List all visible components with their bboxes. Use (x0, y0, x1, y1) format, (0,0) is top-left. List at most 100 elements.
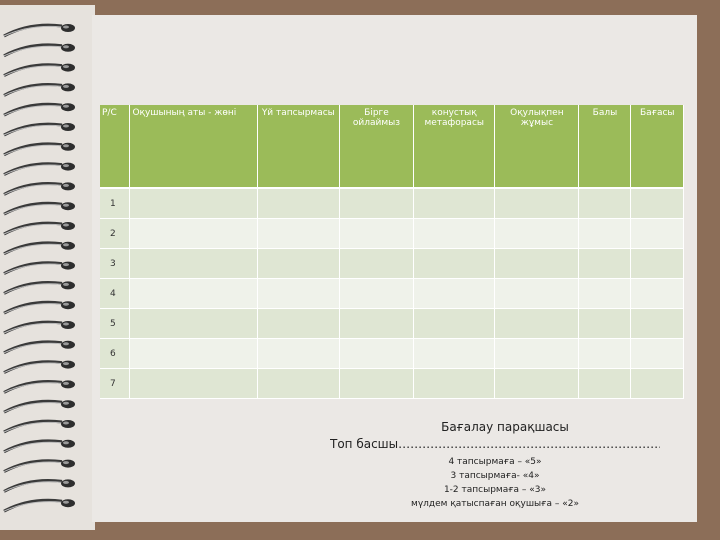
empty-cell (494, 368, 580, 399)
empty-cell (129, 278, 258, 309)
empty-cell (339, 338, 415, 369)
header-cell: Оқушының аты - жөні (129, 105, 258, 189)
empty-cell (339, 308, 415, 339)
empty-cell (630, 248, 684, 279)
ring (3, 439, 75, 454)
empty-cell (339, 368, 415, 399)
row-number: 1 (100, 188, 131, 219)
empty-cell (413, 248, 496, 279)
table-row: 5 (100, 308, 684, 339)
empty-cell (578, 368, 632, 399)
empty-cell (630, 338, 684, 369)
empty-cell (630, 308, 684, 339)
empty-cell (257, 308, 340, 339)
table-row: 2 (100, 218, 684, 249)
header-cell: Оқулықпен жұмыс (494, 105, 580, 189)
spiral-binding (3, 23, 75, 513)
ring (3, 281, 75, 295)
header-cell: Бірге ойлаймыз (339, 105, 415, 189)
empty-cell (413, 338, 496, 369)
row-number: 6 (100, 338, 131, 369)
assessment-footer: Бағалау парақшасы Топ басшы…………………………………… (330, 420, 660, 511)
header-cell: Р/С (100, 105, 131, 189)
empty-cell (630, 188, 684, 219)
empty-cell (339, 248, 415, 279)
criterion: 4 тапсырмаға – «5» (448, 457, 542, 467)
ring (3, 221, 75, 236)
ring (3, 459, 75, 473)
empty-cell (129, 338, 258, 369)
ring (3, 360, 75, 374)
empty-cell (257, 218, 340, 249)
empty-cell (129, 308, 258, 339)
ring (3, 241, 75, 256)
row-number: 5 (100, 308, 131, 339)
criteria-list: 4 тапсырмаға – «5» 3 тапсырмаға- «4» 1-2 т… (330, 455, 660, 511)
empty-cell (630, 218, 684, 249)
ring (3, 380, 75, 394)
empty-cell (494, 248, 580, 279)
empty-cell (630, 368, 684, 399)
ring (3, 419, 75, 434)
ring (3, 162, 75, 176)
empty-cell (578, 338, 632, 369)
ring (3, 63, 75, 77)
ring (3, 122, 75, 137)
ring (3, 300, 75, 315)
ring (3, 102, 75, 117)
empty-cell (129, 368, 258, 399)
empty-cell (413, 188, 496, 219)
ring (3, 399, 75, 414)
empty-cell (257, 368, 340, 399)
empty-cell (494, 278, 580, 309)
empty-cell (339, 218, 415, 249)
ring (3, 142, 75, 157)
empty-cell (494, 188, 580, 219)
table-row: 7 (100, 368, 684, 399)
header-cell: Бағасы (630, 105, 684, 189)
empty-cell (578, 248, 632, 279)
ring (3, 340, 75, 355)
row-number: 2 (100, 218, 131, 249)
empty-cell (129, 188, 258, 219)
table-row: 6 (100, 338, 684, 369)
empty-cell (339, 278, 415, 309)
header-cell: Үй тапсырмасы (257, 105, 340, 189)
empty-cell (578, 188, 632, 219)
row-number: 7 (100, 368, 131, 399)
empty-cell (630, 278, 684, 309)
empty-cell (413, 278, 496, 309)
ring (3, 261, 75, 275)
ring (3, 182, 75, 196)
header-cell: конустық метафорасы (413, 105, 496, 189)
assessment-table: Р/С Оқушының аты - жөні Үй тапсырмасы Бірге… (100, 105, 684, 399)
criterion: мүлдем қатыспаған оқушыға – «2» (411, 499, 579, 509)
row-number: 3 (100, 248, 131, 279)
header-row: Р/С Оқушының аты - жөні Үй тапсырмасы Бірге… (100, 105, 684, 189)
empty-cell (413, 218, 496, 249)
empty-cell (129, 218, 258, 249)
empty-cell (257, 278, 340, 309)
empty-cell (257, 338, 340, 369)
ring (3, 83, 75, 97)
empty-cell (339, 188, 415, 219)
empty-cell (413, 368, 496, 399)
table-row: 3 (100, 248, 684, 279)
ring (3, 479, 75, 493)
table-row: 4 (100, 278, 684, 309)
empty-cell (257, 248, 340, 279)
ring (3, 498, 75, 513)
criterion: 3 тапсырмаға- «4» (450, 471, 540, 481)
empty-cell (578, 308, 632, 339)
empty-cell (578, 218, 632, 249)
table-row: 1 (100, 188, 684, 219)
ring (3, 43, 75, 58)
empty-cell (578, 278, 632, 309)
empty-cell (413, 308, 496, 339)
ring (3, 201, 75, 216)
criterion: 1-2 тапсырмаға – «3» (443, 485, 547, 495)
empty-cell (494, 218, 580, 249)
row-number: 4 (100, 278, 131, 309)
